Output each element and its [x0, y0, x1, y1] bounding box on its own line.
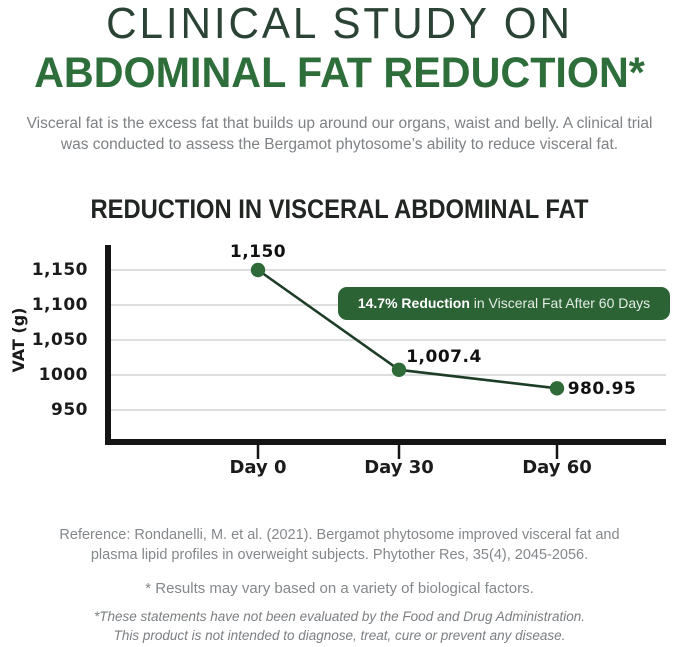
data-point-value: 980.95 — [567, 379, 637, 400]
visceral-fat-line-chart: VAT (g) 1,150 1,100 1,050 1000 950 Day 0 Day … — [0, 237, 679, 487]
badge-highlight-text: 14.7% Reduction — [357, 294, 470, 311]
header: CLINICAL STUDY ON ABDOMINAL FAT REDUCTIO… — [0, 0, 679, 95]
y-tick-label: 1000 — [38, 364, 88, 385]
fda-disclaimer-line2: This product is not intended to diagnose… — [113, 627, 566, 643]
y-tick-label: 950 — [51, 399, 88, 420]
intro-text: Visceral fat is the excess fat that buil… — [26, 115, 653, 154]
fda-disclaimer: *These statements have not been evaluate… — [0, 608, 679, 646]
footer: Reference: Rondanelli, M. et al. (2021).… — [0, 525, 679, 646]
line-chart-canvas — [105, 244, 666, 459]
badge-rest-text: in Visceral Fat After 60 Days — [469, 294, 651, 311]
y-tick-label: 1,100 — [31, 294, 88, 315]
reduction-badge: 14.7% Reduction in Visceral Fat After 60… — [338, 286, 670, 320]
x-tick-label: Day 0 — [229, 456, 287, 478]
data-point-value: 1,150 — [229, 241, 287, 262]
results-disclaimer: * Results may vary based on a variety of… — [145, 579, 534, 597]
reference-citation: Reference: Rondanelli, M. et al. (2021).… — [59, 526, 620, 564]
page-title-line1: CLINICAL STUDY ON — [106, 0, 573, 48]
fda-disclaimer-line1: *These statements have not been evaluate… — [93, 608, 586, 624]
y-tick-label: 1,150 — [31, 259, 88, 280]
data-point-value: 1,007.4 — [406, 346, 482, 367]
chart-title: REDUCTION IN VISCERAL ABDOMINAL FAT — [90, 193, 589, 224]
page-title-line2: ABDOMINAL FAT REDUCTION* — [34, 49, 645, 97]
x-tick-label: Day 30 — [364, 456, 434, 478]
y-tick-label: 1,050 — [31, 329, 88, 350]
x-tick-label: Day 60 — [522, 456, 592, 478]
